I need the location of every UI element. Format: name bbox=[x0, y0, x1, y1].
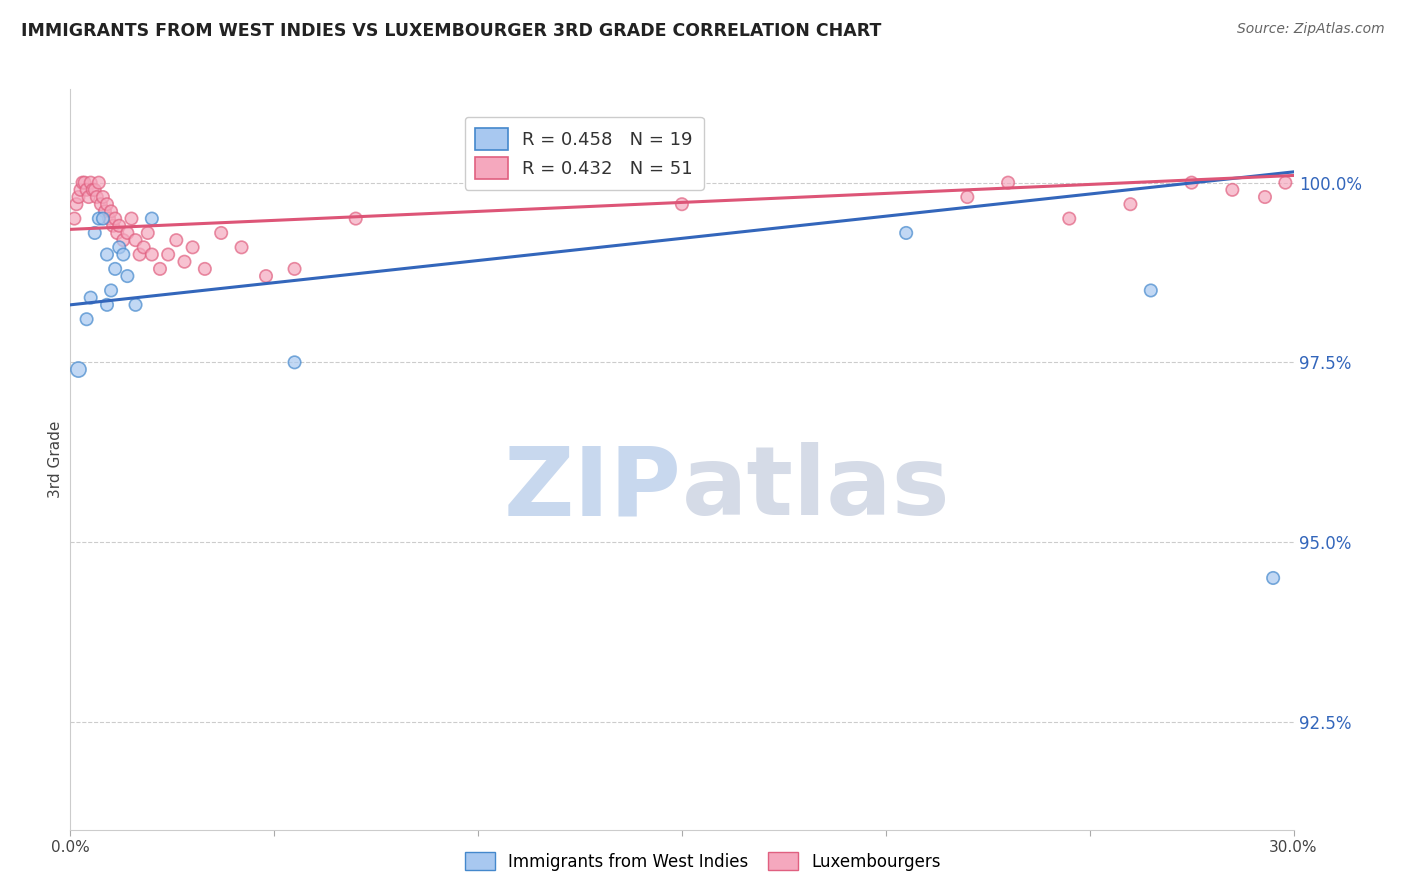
Point bbox=[96, 197, 118, 211]
Point bbox=[231, 240, 253, 254]
Point bbox=[209, 226, 232, 240]
Point bbox=[108, 219, 131, 233]
Point bbox=[117, 226, 139, 240]
Point bbox=[1220, 183, 1243, 197]
Point bbox=[73, 176, 96, 190]
Point bbox=[1263, 571, 1285, 585]
Point bbox=[124, 233, 146, 247]
Text: ZIP: ZIP bbox=[503, 442, 682, 535]
Point bbox=[112, 233, 135, 247]
Text: Source: ZipAtlas.com: Source: ZipAtlas.com bbox=[1237, 22, 1385, 37]
Point bbox=[87, 176, 110, 190]
Point bbox=[76, 183, 98, 197]
Point bbox=[105, 226, 128, 240]
Point bbox=[671, 197, 693, 211]
Point bbox=[121, 211, 143, 226]
Point bbox=[91, 190, 114, 204]
Point bbox=[1274, 176, 1296, 190]
Point bbox=[67, 362, 90, 376]
Point bbox=[997, 176, 1019, 190]
Point bbox=[96, 298, 118, 312]
Point bbox=[141, 211, 163, 226]
Point bbox=[98, 211, 121, 226]
Legend: R = 0.458   N = 19, R = 0.432   N = 51: R = 0.458 N = 19, R = 0.432 N = 51 bbox=[464, 117, 704, 190]
Point bbox=[284, 261, 307, 276]
Point bbox=[104, 261, 127, 276]
Point bbox=[141, 247, 163, 261]
Point bbox=[96, 247, 118, 261]
Point bbox=[157, 247, 180, 261]
Point bbox=[1181, 176, 1204, 190]
Y-axis label: 3rd Grade: 3rd Grade bbox=[48, 421, 63, 498]
Point bbox=[1119, 197, 1142, 211]
Point bbox=[194, 261, 217, 276]
Point bbox=[124, 298, 146, 312]
Point bbox=[132, 240, 155, 254]
Point bbox=[86, 190, 108, 204]
Point bbox=[76, 312, 98, 326]
Point bbox=[72, 176, 94, 190]
Point bbox=[63, 211, 86, 226]
Point bbox=[101, 219, 124, 233]
Text: atlas: atlas bbox=[682, 442, 950, 535]
Point bbox=[83, 226, 105, 240]
Point bbox=[79, 291, 103, 305]
Point bbox=[1254, 190, 1277, 204]
Point bbox=[956, 190, 979, 204]
Point bbox=[104, 211, 127, 226]
Point bbox=[894, 226, 917, 240]
Point bbox=[82, 183, 104, 197]
Point bbox=[79, 176, 103, 190]
Point bbox=[65, 197, 87, 211]
Point bbox=[100, 204, 122, 219]
Point bbox=[254, 269, 277, 284]
Legend: Immigrants from West Indies, Luxembourgers: Immigrants from West Indies, Luxembourge… bbox=[457, 844, 949, 880]
Point bbox=[344, 211, 367, 226]
Point bbox=[1139, 284, 1161, 298]
Point bbox=[112, 247, 135, 261]
Point bbox=[136, 226, 159, 240]
Point bbox=[91, 211, 114, 226]
Point bbox=[181, 240, 204, 254]
Point bbox=[128, 247, 150, 261]
Point bbox=[90, 197, 112, 211]
Point bbox=[149, 261, 172, 276]
Point bbox=[100, 284, 122, 298]
Point bbox=[77, 190, 100, 204]
Point bbox=[83, 183, 105, 197]
Point bbox=[1057, 211, 1080, 226]
Point bbox=[284, 355, 307, 369]
Point bbox=[165, 233, 187, 247]
Point bbox=[69, 183, 91, 197]
Point bbox=[87, 211, 110, 226]
Point bbox=[117, 269, 139, 284]
Point bbox=[108, 240, 131, 254]
Text: IMMIGRANTS FROM WEST INDIES VS LUXEMBOURGER 3RD GRADE CORRELATION CHART: IMMIGRANTS FROM WEST INDIES VS LUXEMBOUR… bbox=[21, 22, 882, 40]
Point bbox=[94, 204, 117, 219]
Point bbox=[173, 254, 195, 268]
Point bbox=[67, 190, 90, 204]
